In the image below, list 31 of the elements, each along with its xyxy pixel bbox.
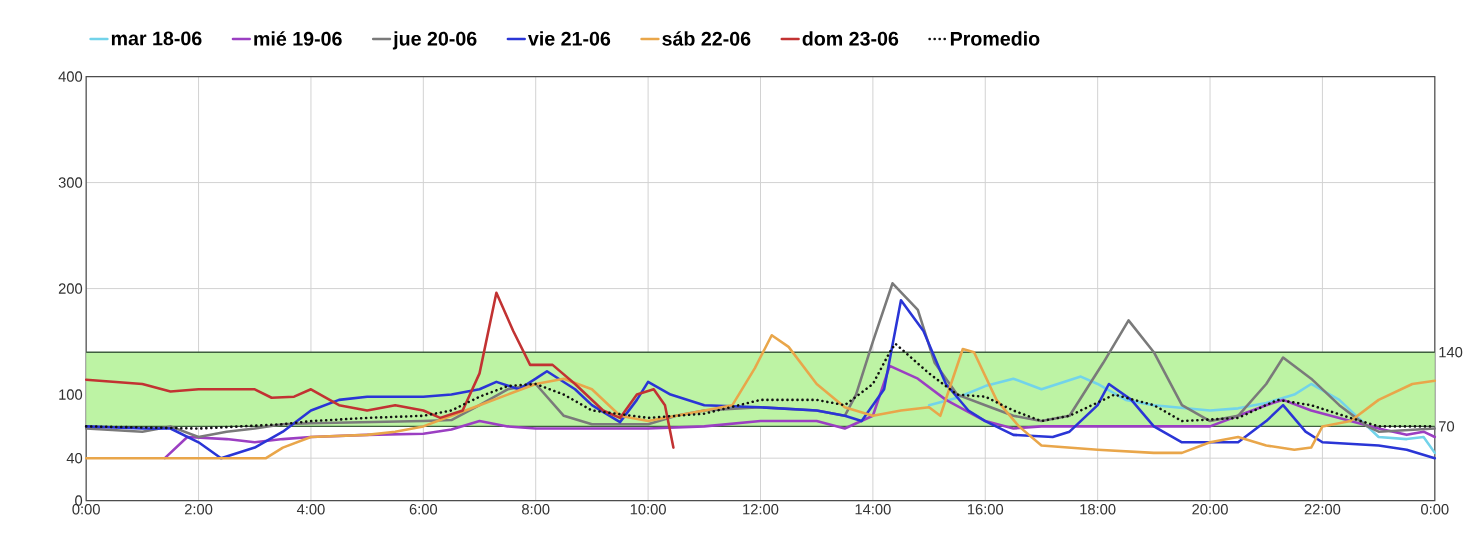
x-tick-label: 0:00 <box>1421 504 1449 515</box>
x-tick-label: 8:00 <box>522 504 550 515</box>
legend-label: sáb 22-06 <box>662 31 751 46</box>
line-series <box>84 291 675 450</box>
x-tick-label: 2:00 <box>184 504 213 515</box>
y-tick-label: 300 <box>58 177 83 188</box>
legend-label: dom 23-06 <box>802 31 899 46</box>
x-tick-label: 6:00 <box>409 504 438 515</box>
y-tick-label: 400 <box>58 71 83 82</box>
x-tick-label: 18:00 <box>1080 504 1116 515</box>
x-tick-label: 22:00 <box>1304 504 1341 515</box>
ref-line-label: 140 <box>1439 347 1463 358</box>
legend-label: Promedio <box>950 31 1040 46</box>
x-tick-label: 20:00 <box>1192 504 1228 515</box>
ref-line-label: 70 <box>1439 421 1455 432</box>
legend-label: mar 18-06 <box>111 31 202 46</box>
line-series <box>84 334 1437 460</box>
x-tick-label: 0:00 <box>72 504 100 515</box>
y-tick-label: 0 <box>75 495 83 506</box>
y-tick-label: 100 <box>59 389 83 400</box>
legend-label: vie 21-06 <box>528 31 611 46</box>
x-tick-label: 12:00 <box>743 504 779 515</box>
legend-label: mié 19-06 <box>254 31 342 46</box>
y-tick-label: 40 <box>66 453 83 464</box>
x-tick-label: 10:00 <box>630 504 666 515</box>
x-tick-label: 4:00 <box>296 504 325 515</box>
legend-label: jue 20-06 <box>392 31 477 50</box>
y-tick-label: 200 <box>58 283 83 294</box>
line-series <box>84 299 1437 460</box>
x-tick-label: 14:00 <box>855 504 891 515</box>
x-tick-label: 16:00 <box>967 504 1004 515</box>
